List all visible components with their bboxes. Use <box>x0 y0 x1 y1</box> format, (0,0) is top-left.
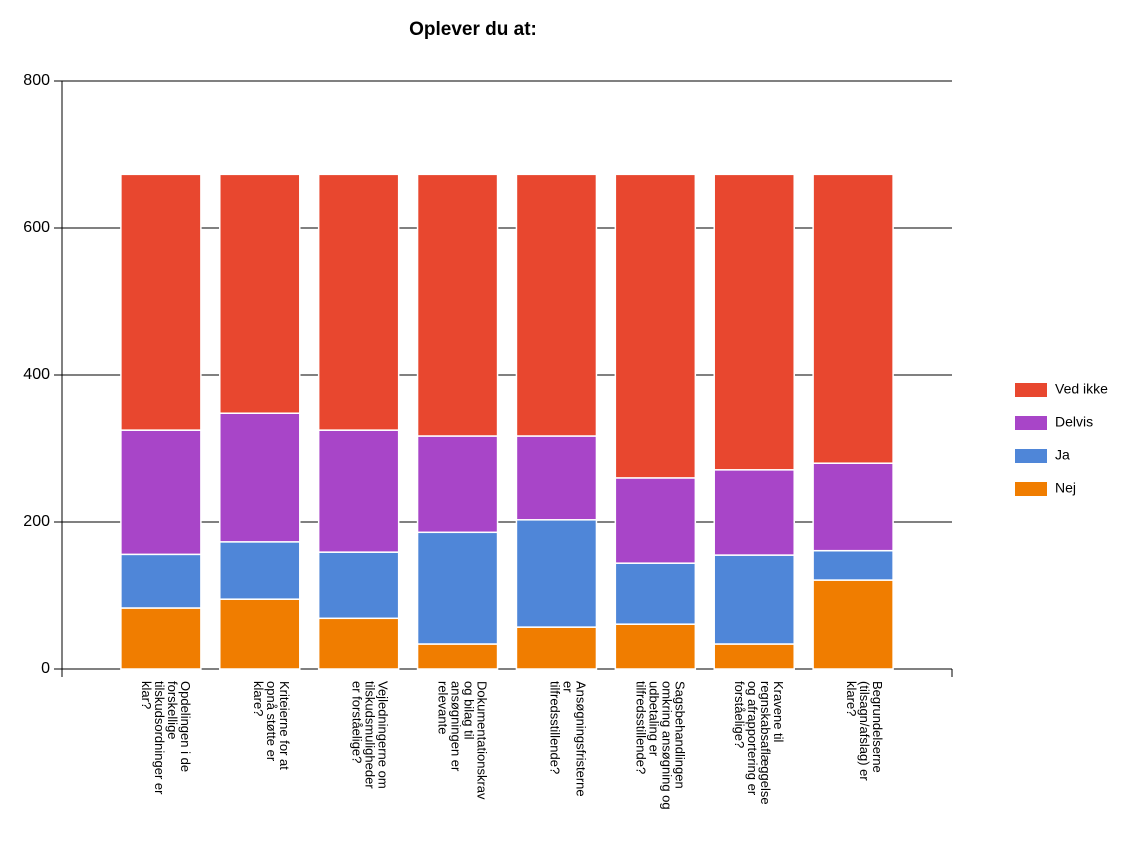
chart-title: Oplever du at: <box>409 19 537 40</box>
y-tick-label: 200 <box>23 513 50 530</box>
bar-segment <box>812 462 894 552</box>
legend-swatch <box>1015 482 1047 496</box>
x-tick-label: Sagsbehandlingenomkring ansøgning ogudbe… <box>633 681 687 810</box>
bar-segment <box>120 553 202 609</box>
legend-swatch <box>1015 416 1047 430</box>
bar-segment <box>713 173 795 471</box>
bar-segment <box>120 173 202 431</box>
bar-segment <box>614 173 697 479</box>
bar-segment <box>219 173 301 414</box>
bar-segment <box>713 469 795 556</box>
x-tick-label: Opdelingen i deforskelligetilskudsordnin… <box>139 681 193 795</box>
bar-segment <box>515 173 598 437</box>
legend-label: Ja <box>1055 447 1070 463</box>
bar-segment <box>416 643 499 670</box>
y-tick-label: 400 <box>23 366 50 383</box>
bar-segment <box>812 579 894 670</box>
legend-label: Delvis <box>1055 414 1093 430</box>
bar-segment <box>812 549 894 581</box>
legend-swatch <box>1015 449 1047 463</box>
bar-segment <box>317 551 400 620</box>
bar-segment <box>614 623 697 670</box>
bar-segment <box>317 617 400 670</box>
x-tick-label: Vejledningerne omtilskudsmulighederer fo… <box>350 681 391 789</box>
bar-segment <box>317 173 400 431</box>
x-tick-label: Begrundelserne(tilsagn/afslag) erklare? <box>844 681 885 781</box>
bar-segment <box>515 435 598 521</box>
legend-label: Ved ikke <box>1055 381 1108 397</box>
bar-segment <box>120 429 202 556</box>
bar-segment <box>614 477 697 564</box>
x-tick-label: Dokumentationskravog bilag tilansøgninge… <box>436 681 490 800</box>
bar-segment <box>219 412 301 543</box>
legend-label: Nej <box>1055 480 1076 496</box>
bar-segment <box>317 429 400 553</box>
bar-segment <box>713 643 795 670</box>
x-tick-label: Ansøgningsfristerneertilfredsstillende? <box>547 681 588 797</box>
bar-segment <box>614 562 697 625</box>
y-tick-label: 0 <box>41 660 50 677</box>
bar-segment <box>416 435 499 534</box>
bar-segment <box>219 598 301 670</box>
x-tick-label: Kravene tilregnskabsaflæggelseog afrappo… <box>732 681 786 805</box>
bar-segment <box>713 554 795 645</box>
bar-segment <box>515 626 598 670</box>
y-tick-label: 600 <box>23 219 50 236</box>
y-tick-label: 800 <box>23 72 50 89</box>
bar-segment <box>812 173 894 464</box>
bar-segment <box>219 541 301 600</box>
bar-segment <box>515 519 598 628</box>
bar-segment <box>416 531 499 645</box>
x-tick-label: Kriteierne for atopnå støtte erklare? <box>251 681 292 770</box>
bar-segment <box>416 173 499 437</box>
legend-swatch <box>1015 383 1047 397</box>
bar-segment <box>120 607 202 670</box>
